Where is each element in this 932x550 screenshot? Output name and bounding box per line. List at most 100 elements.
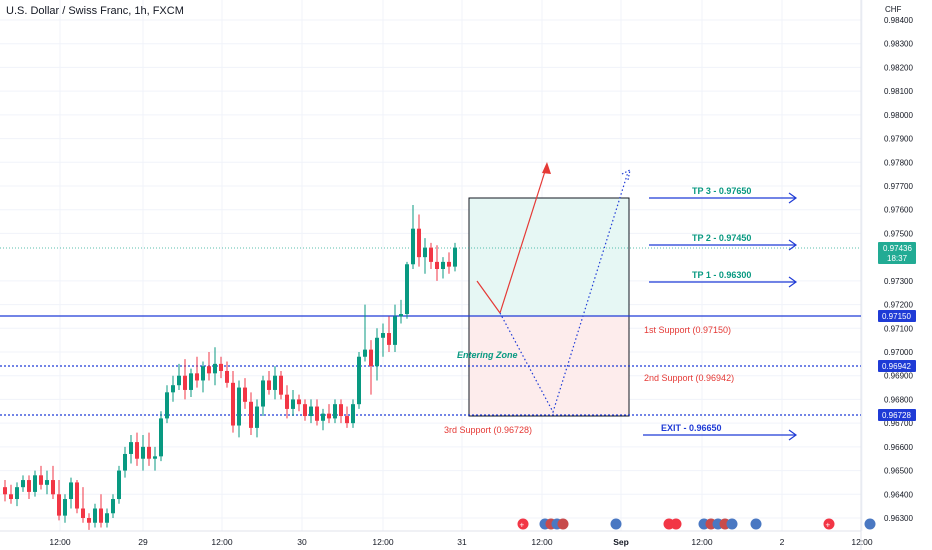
candle[interactable] [285, 385, 289, 419]
candle[interactable] [243, 378, 247, 409]
x-tick-label: 12:00 [49, 537, 71, 547]
y-tick-label: 0.97000 [884, 348, 913, 357]
candle[interactable] [267, 370, 271, 395]
candle[interactable] [423, 238, 427, 274]
tp1-label: TP 1 - 0.96300 [692, 270, 751, 280]
candle[interactable] [441, 257, 445, 279]
candle[interactable] [195, 356, 199, 388]
candle[interactable] [207, 352, 211, 381]
candle[interactable] [213, 347, 217, 386]
support-3-label: 3rd Support (0.96728) [444, 425, 532, 435]
candle[interactable] [279, 370, 283, 400]
candle[interactable] [21, 475, 25, 492]
candles[interactable] [3, 204, 457, 530]
candle[interactable] [27, 475, 31, 500]
candle[interactable] [333, 399, 337, 424]
candle[interactable] [33, 470, 37, 497]
candle[interactable] [291, 389, 295, 417]
candle[interactable] [405, 261, 409, 319]
candle[interactable] [123, 446, 127, 478]
candle[interactable] [99, 494, 103, 528]
y-tick-label: 0.98000 [884, 111, 913, 120]
candle[interactable] [399, 299, 403, 324]
candle[interactable] [15, 482, 19, 507]
candle[interactable] [141, 435, 145, 471]
event-markers[interactable]: + + [517, 518, 876, 530]
candle[interactable] [417, 214, 421, 267]
candle[interactable] [381, 323, 385, 357]
candle[interactable] [93, 503, 97, 528]
candle[interactable] [189, 368, 193, 398]
y-tick-label: 0.98400 [884, 16, 913, 25]
svg-text:0.97150: 0.97150 [882, 312, 911, 321]
candle[interactable] [375, 328, 379, 381]
x-tick-label: 31 [457, 537, 467, 547]
candle[interactable] [129, 435, 133, 464]
support-1-label: 1st Support (0.97150) [644, 325, 731, 335]
candle[interactable] [363, 304, 367, 362]
candle[interactable] [357, 352, 361, 409]
candle[interactable] [87, 513, 91, 530]
y-tick-label: 0.96600 [884, 443, 913, 452]
candle[interactable] [297, 394, 301, 412]
candle[interactable] [369, 340, 373, 395]
candle[interactable] [321, 408, 325, 431]
candle[interactable] [165, 385, 169, 424]
candle[interactable] [435, 245, 439, 281]
candle[interactable] [57, 480, 61, 521]
candle[interactable] [411, 204, 415, 269]
candle[interactable] [9, 484, 13, 504]
candle[interactable] [51, 465, 55, 500]
candle[interactable] [237, 380, 241, 438]
candle[interactable] [255, 399, 259, 438]
candle[interactable] [345, 406, 349, 428]
candle[interactable] [219, 356, 223, 379]
candle[interactable] [339, 399, 343, 424]
candle[interactable] [453, 242, 457, 272]
level-tag-1: 0.97150 [878, 310, 916, 322]
candle[interactable] [117, 465, 121, 504]
candle[interactable] [153, 446, 157, 471]
candle[interactable] [201, 361, 205, 393]
candle[interactable] [273, 366, 277, 400]
chart-title: U.S. Dollar / Swiss Franc, 1h, FXCM [6, 5, 184, 17]
candle[interactable] [111, 494, 115, 518]
svg-text:0.96728: 0.96728 [882, 411, 911, 420]
candle[interactable] [327, 404, 331, 424]
candle[interactable] [303, 399, 307, 421]
candle[interactable] [3, 480, 7, 502]
candle[interactable] [231, 370, 235, 433]
candle[interactable] [159, 411, 163, 462]
candle[interactable] [69, 477, 73, 509]
candle[interactable] [105, 508, 109, 528]
candle[interactable] [315, 399, 319, 426]
candle[interactable] [135, 432, 139, 466]
candle[interactable] [45, 470, 49, 495]
candle[interactable] [447, 252, 451, 274]
candle[interactable] [183, 359, 187, 400]
candle[interactable] [351, 399, 355, 428]
candle[interactable] [81, 487, 85, 523]
exit-arrow [643, 429, 798, 441]
candle[interactable] [171, 375, 175, 402]
candle[interactable] [75, 480, 79, 514]
candle[interactable] [429, 242, 433, 269]
target-zone[interactable] [468, 197, 630, 317]
candle[interactable] [309, 399, 313, 424]
candle[interactable] [225, 361, 229, 388]
candle[interactable] [261, 375, 265, 417]
event-flag-icon [517, 518, 529, 530]
candle[interactable] [147, 432, 151, 466]
candle[interactable] [393, 304, 397, 352]
y-tick-label: 0.97500 [884, 229, 913, 238]
candle[interactable] [249, 392, 253, 435]
event-us-icon [557, 518, 569, 530]
y-tick-label: 0.96300 [884, 514, 913, 523]
candle[interactable] [177, 363, 181, 390]
candle[interactable] [39, 465, 43, 490]
candle[interactable] [63, 494, 67, 523]
candle[interactable] [387, 316, 391, 352]
x-tick-label: 29 [138, 537, 148, 547]
y-tick-label: 0.97600 [884, 206, 913, 215]
